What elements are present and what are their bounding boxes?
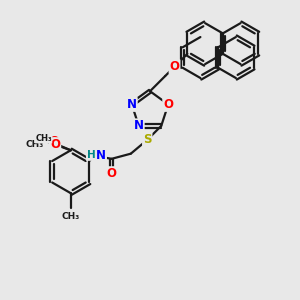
Text: N: N [134,119,144,132]
Text: CH₃: CH₃ [25,140,44,149]
Text: CH₃: CH₃ [62,212,80,221]
Text: O: O [169,60,179,73]
Text: N: N [127,98,137,111]
Text: O: O [163,98,173,111]
Text: O: O [50,138,60,151]
Text: H: H [87,150,95,160]
Text: S: S [143,134,152,146]
Text: O: O [107,167,117,180]
Text: N: N [96,149,106,162]
Text: CH₃: CH₃ [35,134,52,143]
Text: O: O [50,136,59,146]
